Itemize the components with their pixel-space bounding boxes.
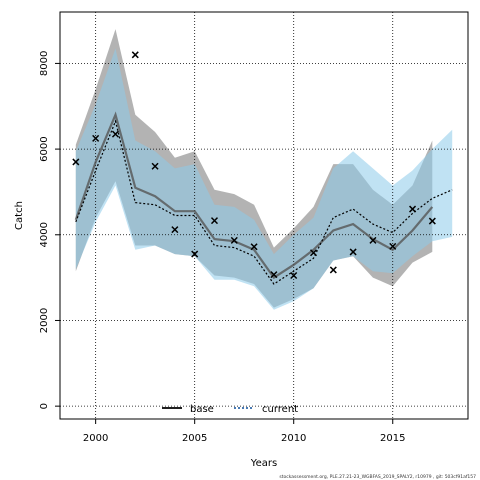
- observation-point: [92, 134, 100, 142]
- y-tick-label: 0: [39, 403, 50, 409]
- y-axis-ticks: 0 2000 4000 6000 8000: [39, 51, 60, 409]
- observation-point: [389, 242, 397, 250]
- observation-point: [290, 271, 298, 280]
- confidence-bands: [75, 29, 453, 310]
- observation-point: [349, 248, 357, 256]
- line-current: [75, 119, 453, 285]
- band-current: [75, 48, 453, 310]
- line-base: [74, 111, 434, 280]
- observation-point: [151, 162, 159, 170]
- observation-point: [250, 243, 258, 251]
- observation-point: [270, 271, 278, 279]
- legend: base current: [162, 404, 298, 415]
- observation-point: [191, 250, 199, 258]
- observation-point: [309, 249, 318, 257]
- y-tick-label: 8000: [39, 51, 50, 76]
- y-tick-label: 6000: [39, 136, 50, 161]
- x-axis-label: Years: [250, 458, 277, 469]
- y-tick-label: 2000: [39, 308, 50, 333]
- observation-point: [210, 217, 219, 225]
- y-axis-label: Catch: [14, 201, 25, 230]
- plot-frame: [59, 11, 469, 420]
- y-tick-label: 4000: [39, 222, 50, 247]
- observation-point: [230, 236, 238, 244]
- x-tick-label: 2005: [182, 433, 207, 444]
- x-tick-label: 2000: [83, 433, 108, 444]
- series-lines: [74, 111, 453, 285]
- observation-point: [72, 158, 80, 166]
- footnote: stockassessment.org, PLE.27.21-23_WGBFAS…: [279, 474, 476, 480]
- observation-point: [369, 236, 377, 244]
- legend-label-current: current: [262, 404, 298, 415]
- grid-lines: [60, 12, 468, 419]
- x-tick-label: 2015: [380, 433, 405, 444]
- observation-point: [111, 130, 119, 138]
- x-tick-label: 2010: [281, 433, 306, 444]
- observation-point: [171, 226, 179, 234]
- observation-point: [428, 217, 436, 225]
- observation-point: [329, 266, 337, 274]
- legend-label-base: base: [190, 404, 214, 415]
- observation-point: [131, 51, 139, 59]
- observation-markers: [72, 51, 436, 280]
- x-axis-ticks: 2000 2005 2010 2015: [83, 419, 405, 444]
- observation-point: [409, 205, 417, 213]
